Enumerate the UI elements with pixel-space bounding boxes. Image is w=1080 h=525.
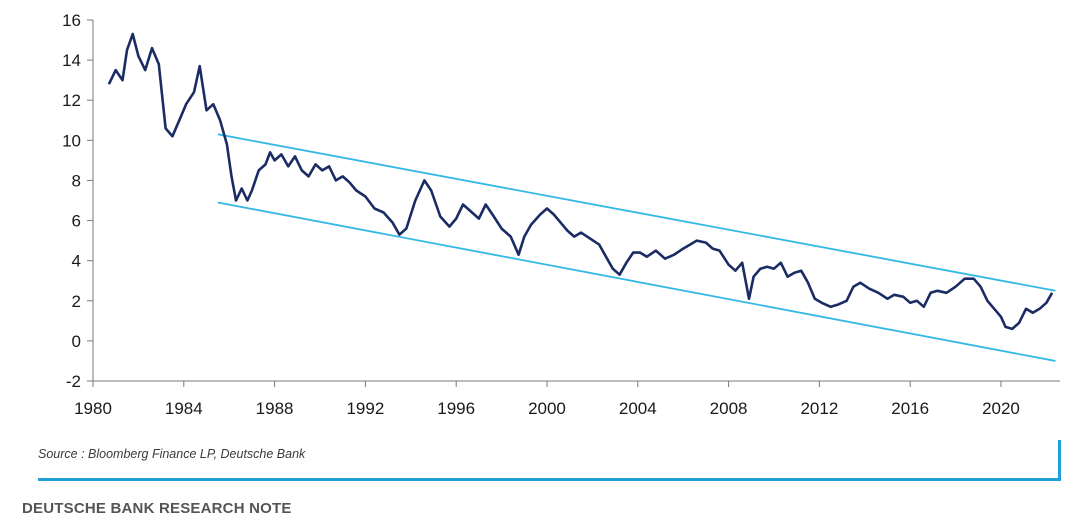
y-tick-label: -2 xyxy=(66,372,81,391)
x-tick-label: 1984 xyxy=(165,399,203,418)
x-tick-label: 2000 xyxy=(528,399,566,418)
source-note: Source : Bloomberg Finance LP, Deutsche … xyxy=(38,447,306,461)
x-tick-label: 2012 xyxy=(800,399,838,418)
lower-channel-line xyxy=(217,201,1056,362)
yield-chart: -2 0 2 4 6 8 10 12 14 16 1980 1984 1988 1992 1996 2000… xyxy=(62,11,1060,418)
trend-channel xyxy=(217,133,1056,362)
x-ticks: 1980 1984 1988 1992 1996 2000 2004 2008 2012 2016… xyxy=(74,381,1020,418)
y-tick-label: 16 xyxy=(62,11,81,30)
upper-channel-line xyxy=(217,133,1056,292)
y-tick-label: 10 xyxy=(62,131,81,150)
axes xyxy=(92,20,1060,382)
frame-right-rule xyxy=(1058,440,1061,481)
y-tick-label: 4 xyxy=(72,252,81,271)
frame-bottom-rule xyxy=(38,478,1061,481)
x-tick-label: 2020 xyxy=(982,399,1020,418)
y-ticks: -2 0 2 4 6 8 10 12 14 16 xyxy=(62,11,93,391)
x-tick-label: 2008 xyxy=(710,399,748,418)
y-tick-label: 8 xyxy=(72,171,81,190)
x-tick-label: 1988 xyxy=(256,399,294,418)
x-tick-label: 2016 xyxy=(891,399,929,418)
y-tick-label: 6 xyxy=(72,212,81,231)
footer-title: DEUTSCHE BANK RESEARCH NOTE xyxy=(22,500,292,517)
x-tick-label: 1980 xyxy=(74,399,112,418)
y-tick-label: 12 xyxy=(62,91,81,110)
x-tick-label: 1996 xyxy=(437,399,475,418)
y-tick-label: 14 xyxy=(62,51,81,70)
y-tick-label: 2 xyxy=(72,292,81,311)
x-tick-label: 2004 xyxy=(619,399,657,418)
yield-series-line xyxy=(107,32,1054,331)
x-tick-label: 1992 xyxy=(346,399,384,418)
y-tick-label: 0 xyxy=(72,332,81,351)
